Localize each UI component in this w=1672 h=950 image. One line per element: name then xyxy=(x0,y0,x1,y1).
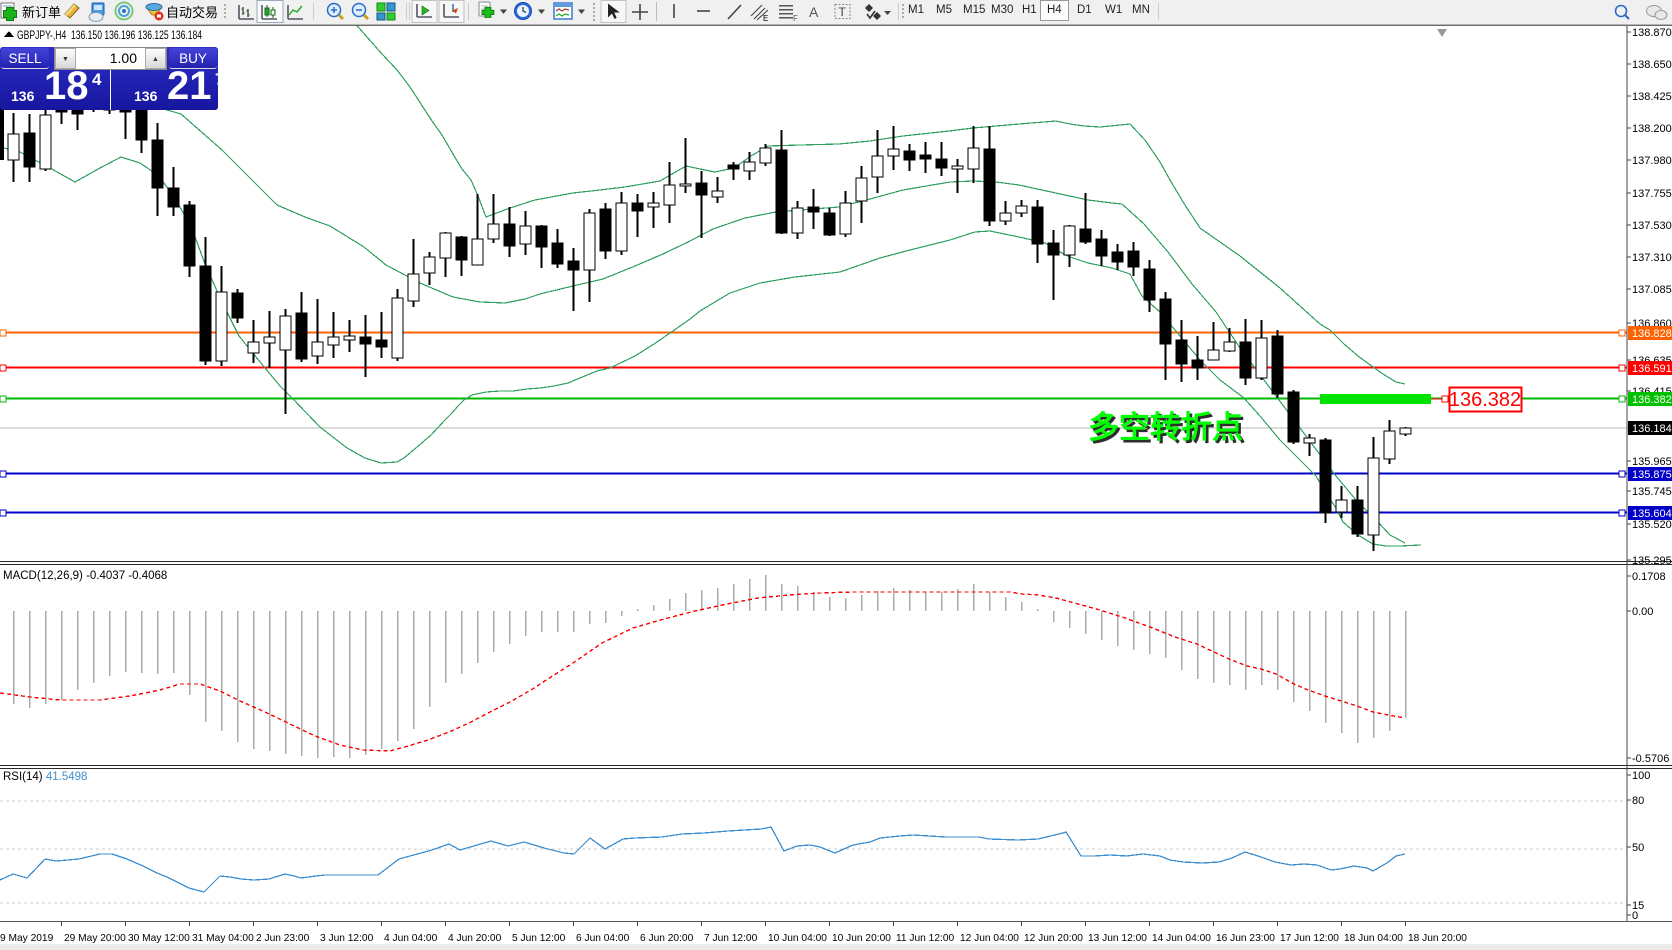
svg-text:A: A xyxy=(809,4,819,20)
svg-text:10 Jun 20:00: 10 Jun 20:00 xyxy=(832,933,891,944)
svg-text:6 Jun 20:00: 6 Jun 20:00 xyxy=(640,933,694,944)
svg-text:31 May 04:00: 31 May 04:00 xyxy=(192,933,254,944)
svg-text:自动交易: 自动交易 xyxy=(166,5,218,20)
svg-text:100: 100 xyxy=(1632,770,1650,782)
svg-text:T: T xyxy=(839,5,847,19)
svg-text:135.604: 135.604 xyxy=(1632,508,1672,520)
svg-text:12 Jun 20:00: 12 Jun 20:00 xyxy=(1024,933,1083,944)
svg-text:137.085: 137.085 xyxy=(1632,284,1672,296)
svg-text:4 Jun 04:00: 4 Jun 04:00 xyxy=(384,933,438,944)
svg-text:5 Jun 12:00: 5 Jun 12:00 xyxy=(512,933,566,944)
svg-text:6 Jun 04:00: 6 Jun 04:00 xyxy=(576,933,630,944)
svg-text:多空转折点: 多空转折点 xyxy=(1091,413,1246,448)
svg-text:0.1708: 0.1708 xyxy=(1632,571,1666,583)
svg-text:16 Jun 23:00: 16 Jun 23:00 xyxy=(1216,933,1275,944)
svg-text:新订单: 新订单 xyxy=(22,5,61,20)
svg-text:135.295: 135.295 xyxy=(1632,555,1672,567)
svg-text:138.870: 138.870 xyxy=(1632,27,1672,39)
svg-text:2 Jun 23:00: 2 Jun 23:00 xyxy=(256,933,310,944)
svg-text:14 Jun 04:00: 14 Jun 04:00 xyxy=(1152,933,1211,944)
svg-text:80: 80 xyxy=(1632,795,1644,807)
svg-text:135.745: 135.745 xyxy=(1632,486,1672,498)
svg-text:15: 15 xyxy=(1632,900,1644,912)
svg-text:138.425: 138.425 xyxy=(1632,91,1672,103)
svg-text:12 Jun 04:00: 12 Jun 04:00 xyxy=(960,933,1019,944)
svg-text:7 Jun 12:00: 7 Jun 12:00 xyxy=(704,933,758,944)
svg-text:138.200: 138.200 xyxy=(1632,123,1672,135)
svg-text:10 Jun 04:00: 10 Jun 04:00 xyxy=(768,933,827,944)
svg-text:0: 0 xyxy=(1632,910,1638,922)
svg-text:135.965: 135.965 xyxy=(1632,456,1672,468)
svg-text:多空转折点: 多空转折点 xyxy=(1088,410,1243,445)
svg-text:29 May 20:00: 29 May 20:00 xyxy=(64,933,126,944)
svg-text:137.310: 137.310 xyxy=(1632,252,1672,264)
svg-text:MACD(12,26,9) -0.4037 -0.4068: MACD(12,26,9) -0.4037 -0.4068 xyxy=(3,570,167,582)
svg-text:136.382: 136.382 xyxy=(1632,394,1672,406)
svg-text:E: E xyxy=(763,14,768,23)
svg-text:0.00: 0.00 xyxy=(1632,606,1653,618)
svg-text:3 Jun 12:00: 3 Jun 12:00 xyxy=(320,933,374,944)
svg-text:138.650: 138.650 xyxy=(1632,59,1672,71)
svg-text:136.184: 136.184 xyxy=(1632,423,1672,435)
svg-text:17 Jun 12:00: 17 Jun 12:00 xyxy=(1280,933,1339,944)
svg-text:135.520: 135.520 xyxy=(1632,519,1672,531)
svg-text:11 Jun 12:00: 11 Jun 12:00 xyxy=(896,933,954,944)
svg-text:136.828: 136.828 xyxy=(1632,328,1672,340)
svg-text:-0.5706: -0.5706 xyxy=(1632,753,1669,765)
svg-text:135.875: 135.875 xyxy=(1632,469,1672,481)
svg-text:18 Jun 20:00: 18 Jun 20:00 xyxy=(1408,933,1467,944)
svg-text:136.591: 136.591 xyxy=(1632,363,1672,375)
svg-text:50: 50 xyxy=(1632,842,1644,854)
svg-text:30 May 12:00: 30 May 12:00 xyxy=(128,933,190,944)
svg-text:18 Jun 04:00: 18 Jun 04:00 xyxy=(1344,933,1403,944)
svg-text:GBPJPY-,H4 136.150 136.196 13: GBPJPY-,H4 136.150 136.196 136.125 136.1… xyxy=(17,30,202,43)
svg-text:137.980: 137.980 xyxy=(1632,155,1672,167)
svg-text:137.755: 137.755 xyxy=(1632,188,1672,200)
svg-text:9 May 2019: 9 May 2019 xyxy=(0,933,54,944)
svg-text:136.382: 136.382 xyxy=(1449,389,1521,411)
svg-text:F: F xyxy=(793,14,798,23)
svg-text:RSI(14) 41.5498: RSI(14) 41.5498 xyxy=(3,771,87,783)
svg-text:137.530: 137.530 xyxy=(1632,220,1672,232)
svg-text:13 Jun 12:00: 13 Jun 12:00 xyxy=(1088,933,1147,944)
svg-text:4 Jun 20:00: 4 Jun 20:00 xyxy=(448,933,502,944)
